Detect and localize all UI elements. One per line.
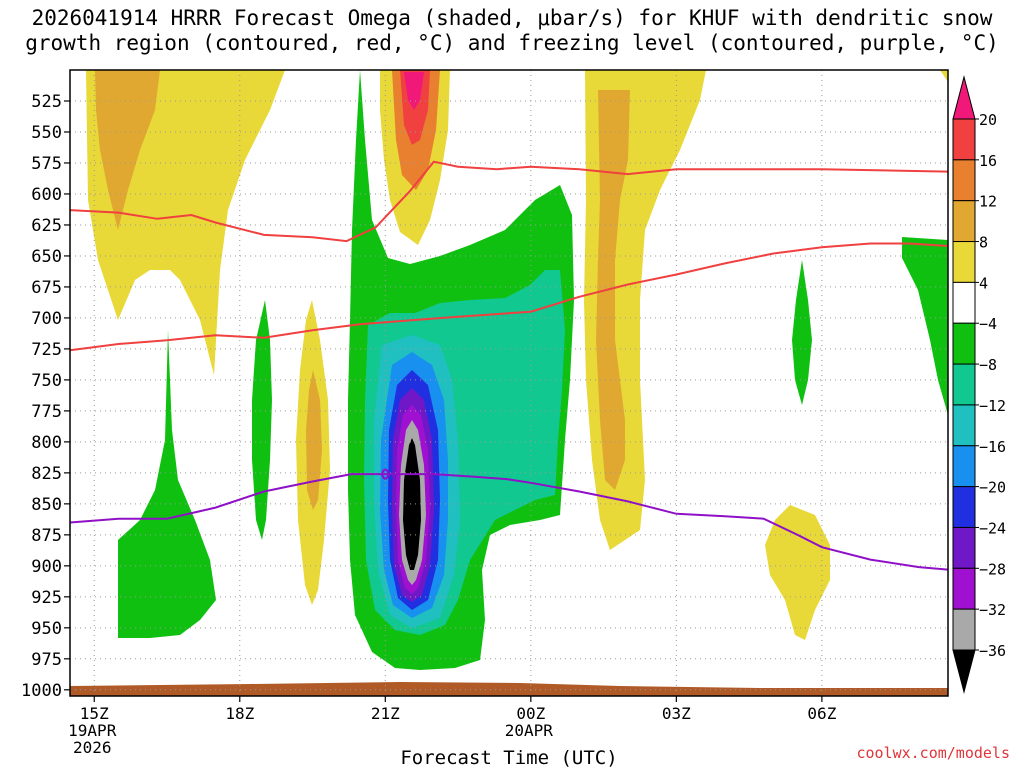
y-tick-label-925: 925 bbox=[31, 588, 62, 608]
title-line-2: growth region (contoured, red, °C) and f… bbox=[25, 31, 999, 55]
freezing-level-line bbox=[69, 473, 949, 571]
colorbar-cap-max bbox=[952, 75, 976, 120]
y-tick-label-625: 625 bbox=[31, 216, 62, 236]
dgz-upper-line bbox=[69, 160, 949, 243]
colorbar-segment-0 bbox=[952, 118, 976, 161]
y-tick-label-825: 825 bbox=[31, 464, 62, 484]
watermark: coolwx.com/models bbox=[856, 744, 1010, 762]
y-tick-label-875: 875 bbox=[31, 526, 62, 546]
colorbar-label-11: −28 bbox=[979, 560, 1006, 578]
colorbar-segment-8 bbox=[952, 445, 976, 488]
colorbar-label-13: −36 bbox=[979, 642, 1006, 660]
y-tick-label-525: 525 bbox=[31, 92, 62, 112]
x-tick-label-21Z: 21Z bbox=[371, 704, 400, 723]
colorbar: 20 16 12 8 4 −4 −8 −12 −16 −20 −24 −28 −32 −36 bbox=[952, 75, 1006, 694]
colorbar-segment-5 bbox=[952, 322, 976, 365]
y-tick-label-725: 725 bbox=[31, 340, 62, 360]
x-tick-label-06Z: 06Z bbox=[807, 704, 836, 723]
colorbar-label-5: −4 bbox=[979, 315, 997, 333]
colorbar-label-10: −24 bbox=[979, 519, 1006, 537]
descent-region-lower-right bbox=[765, 505, 830, 640]
pressure-axis: 525 550 575 600 625 650 675 700 725 750 775 800 825 8… bbox=[21, 92, 70, 701]
ascent-region-black bbox=[403, 438, 421, 570]
colorbar-label-4: 4 bbox=[979, 274, 988, 292]
y-tick-label-675: 675 bbox=[31, 278, 62, 298]
colorbar-segment-9 bbox=[952, 486, 976, 528]
colorbar-label-8: −16 bbox=[979, 438, 1006, 456]
x-tick-label-03Z: 03Z bbox=[662, 704, 691, 723]
ascent-region-right-edge bbox=[902, 237, 948, 415]
colorbar-label-3: 8 bbox=[979, 234, 988, 252]
colorbar-segment-1 bbox=[952, 159, 976, 202]
x-axis-label: Forecast Time (UTC) bbox=[400, 747, 617, 768]
colorbar-label-1: 16 bbox=[979, 152, 997, 170]
colorbar-segment-6 bbox=[952, 363, 976, 406]
colorbar-label-12: −32 bbox=[979, 601, 1006, 619]
colorbar-label-9: −20 bbox=[979, 479, 1006, 497]
y-tick-label-800: 800 bbox=[31, 433, 62, 453]
x-tick-label-00Z: 00Z bbox=[516, 704, 545, 723]
colorbar-segment-2 bbox=[952, 200, 976, 243]
x-tick-date-00Z: 20APR bbox=[505, 721, 554, 740]
descent-region-left-core bbox=[95, 70, 160, 230]
y-tick-label-700: 700 bbox=[31, 309, 62, 329]
ascent-region-05z bbox=[792, 260, 812, 405]
y-tick-label-750: 750 bbox=[31, 371, 62, 391]
y-tick-label-950: 950 bbox=[31, 619, 62, 639]
colorbar-cap-min bbox=[952, 649, 976, 694]
omega-shading bbox=[70, 70, 948, 696]
x-tick-year-15Z: 2026 bbox=[73, 738, 112, 757]
y-tick-label-600: 600 bbox=[31, 185, 62, 205]
y-tick-label-575: 575 bbox=[31, 154, 62, 174]
y-tick-label-1000: 1000 bbox=[21, 681, 62, 701]
x-tick-label-15Z: 15Z bbox=[80, 704, 109, 723]
descent-region-corner bbox=[940, 70, 948, 82]
colorbar-segment-4 bbox=[952, 281, 976, 324]
descent-region-19z-core bbox=[306, 370, 322, 510]
plot-frame bbox=[69, 69, 949, 697]
dgz-lower-line bbox=[69, 242, 949, 352]
descent-region-right-core bbox=[596, 90, 630, 490]
y-tick-label-975: 975 bbox=[31, 650, 62, 670]
freezing-level-marker bbox=[381, 468, 390, 480]
y-tick-label-650: 650 bbox=[31, 247, 62, 267]
terrain-surface bbox=[70, 682, 948, 696]
chart-title: 2026041914 HRRR Forecast Omega (shaded, … bbox=[0, 6, 1024, 56]
y-tick-label-775: 775 bbox=[31, 402, 62, 422]
colorbar-segment-7 bbox=[952, 404, 976, 447]
ascent-region-lower-left bbox=[118, 330, 216, 638]
title-line-1: 2026041914 HRRR Forecast Omega (shaded, … bbox=[31, 6, 993, 30]
x-tick-label-18Z: 18Z bbox=[225, 704, 254, 723]
colorbar-segment-3 bbox=[952, 241, 976, 283]
colorbar-label-7: −12 bbox=[979, 397, 1006, 415]
colorbar-label-2: 12 bbox=[979, 193, 997, 211]
y-tick-label-550: 550 bbox=[31, 123, 62, 143]
y-tick-label-850: 850 bbox=[31, 495, 62, 515]
colorbar-label-0: 20 bbox=[979, 111, 997, 129]
y-tick-label-900: 900 bbox=[31, 557, 62, 577]
colorbar-label-6: −8 bbox=[979, 356, 997, 374]
ascent-region-18z bbox=[252, 300, 272, 540]
descent-region-center-peak bbox=[404, 72, 424, 110]
x-tick-date-15Z: 19APR bbox=[68, 721, 117, 740]
colorbar-segment-12 bbox=[952, 608, 976, 651]
colorbar-segment-10 bbox=[952, 526, 976, 569]
colorbar-segment-11 bbox=[952, 567, 976, 610]
contour-lines bbox=[69, 160, 949, 571]
